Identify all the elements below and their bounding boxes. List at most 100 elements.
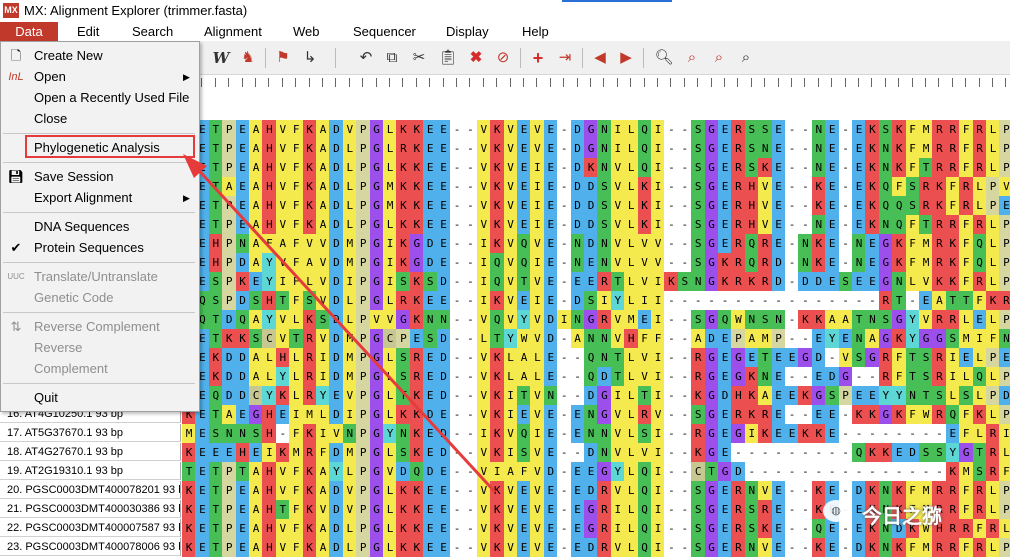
residue-cell[interactable]: K <box>409 139 424 158</box>
residue-cell[interactable]: T <box>610 272 625 291</box>
residue-cell[interactable]: G <box>584 120 598 139</box>
residue-cell[interactable]: G <box>704 348 719 367</box>
residue-cell[interactable]: K <box>811 196 826 215</box>
residue-cell[interactable]: - <box>450 158 464 177</box>
residue-cell[interactable]: K <box>396 120 411 139</box>
residue-cell[interactable]: R <box>758 253 773 272</box>
residue-cell[interactable]: M <box>919 234 933 253</box>
residue-cell[interactable]: R <box>731 139 746 158</box>
residue-cell[interactable]: I <box>316 367 330 386</box>
residue-cell[interactable]: D <box>597 367 612 386</box>
residue-cell[interactable]: G <box>409 253 424 272</box>
menu-web[interactable]: Web <box>293 24 320 39</box>
residue-cell[interactable]: E <box>423 348 438 367</box>
residue-cell[interactable]: A <box>249 253 263 272</box>
residue-cell[interactable]: L <box>624 215 639 234</box>
residue-cell[interactable]: T <box>945 291 960 310</box>
delete-icon[interactable]: ✖ <box>469 49 483 66</box>
residue-cell[interactable]: S <box>691 120 706 139</box>
residue-cell[interactable]: - <box>785 234 799 253</box>
residue-cell[interactable]: F <box>905 215 920 234</box>
residue-cell[interactable]: V <box>503 310 518 329</box>
residue-cell[interactable]: I <box>530 253 545 272</box>
residue-cell[interactable]: V <box>476 177 491 196</box>
residue-cell[interactable]: I <box>557 310 572 329</box>
residue-cell[interactable]: M <box>919 139 933 158</box>
residue-cell[interactable]: D <box>329 215 344 234</box>
residue-cell[interactable]: - <box>664 234 679 253</box>
residue-cell[interactable]: E <box>423 139 438 158</box>
residue-cell[interactable]: K <box>932 272 947 291</box>
residue-cell[interactable]: G <box>878 234 893 253</box>
residue-cell[interactable]: P <box>222 120 237 139</box>
residue-cell[interactable]: M <box>383 196 397 215</box>
residue-cell[interactable]: V <box>503 215 518 234</box>
residue-cell[interactable]: I <box>637 291 652 310</box>
residue-cell[interactable]: A <box>517 367 531 386</box>
residue-cell[interactable]: P <box>999 139 1010 158</box>
residue-cell[interactable]: G <box>704 253 719 272</box>
residue-cell[interactable]: N <box>597 139 612 158</box>
residue-cell[interactable]: N <box>852 234 866 253</box>
residue-cell[interactable]: - <box>557 177 572 196</box>
residue-cell[interactable]: - <box>463 310 478 329</box>
residue-cell[interactable]: V <box>275 215 290 234</box>
residue-cell[interactable]: - <box>785 367 799 386</box>
residue-cell[interactable]: K <box>396 158 411 177</box>
residue-cell[interactable]: S <box>744 120 759 139</box>
residue-cell[interactable]: S <box>396 348 411 367</box>
residue-cell[interactable]: E <box>517 158 531 177</box>
residue-cell[interactable]: A <box>222 177 237 196</box>
residue-cell[interactable]: R <box>919 177 933 196</box>
residue-cell[interactable]: D <box>329 329 344 348</box>
residue-cell[interactable]: V <box>999 177 1010 196</box>
residue-cell[interactable]: D <box>329 120 344 139</box>
residue-cell[interactable]: E <box>436 139 451 158</box>
residue-cell[interactable]: F <box>289 139 304 158</box>
residue-cell[interactable]: S <box>584 291 598 310</box>
residue-cell[interactable]: L <box>986 272 1000 291</box>
residue-cell[interactable]: L <box>986 253 1000 272</box>
residue-cell[interactable]: S <box>208 291 223 310</box>
residue-cell[interactable]: E <box>423 291 438 310</box>
residue-cell[interactable]: A <box>316 139 330 158</box>
residue-cell[interactable]: P <box>396 329 411 348</box>
residue-cell[interactable]: E <box>718 158 732 177</box>
residue-cell[interactable]: P <box>356 367 371 386</box>
residue-cell[interactable]: - <box>785 196 799 215</box>
residue-cell[interactable]: V <box>476 215 491 234</box>
residue-cell[interactable]: E <box>811 329 826 348</box>
residue-cell[interactable]: E <box>543 215 558 234</box>
residue-cell[interactable]: L <box>972 177 987 196</box>
residue-cell[interactable]: V <box>838 348 853 367</box>
residue-cell[interactable]: F <box>892 367 907 386</box>
residue-cell[interactable]: R <box>945 139 960 158</box>
residue-cell[interactable]: Q <box>490 272 505 291</box>
residue-cell[interactable]: E <box>771 196 786 215</box>
residue-cell[interactable]: A <box>249 367 263 386</box>
residue-cell[interactable]: G <box>731 348 746 367</box>
residue-cell[interactable]: N <box>798 253 813 272</box>
residue-cell[interactable]: K <box>302 196 317 215</box>
residue-cell[interactable]: S <box>852 348 866 367</box>
residue-cell[interactable]: E <box>771 120 786 139</box>
residue-cell[interactable]: P <box>356 215 371 234</box>
residue-cell[interactable]: F <box>959 158 974 177</box>
residue-cell[interactable]: N <box>811 139 826 158</box>
residue-cell[interactable]: V <box>919 310 933 329</box>
residue-cell[interactable]: Q <box>892 196 907 215</box>
residue-cell[interactable]: L <box>342 196 357 215</box>
clear-icon[interactable]: ⊘ <box>496 49 510 66</box>
residue-cell[interactable]: Y <box>825 329 840 348</box>
residue-cell[interactable]: E <box>825 215 840 234</box>
residue-cell[interactable]: L <box>476 329 491 348</box>
residue-cell[interactable]: - <box>664 348 679 367</box>
residue-cell[interactable]: Y <box>262 272 277 291</box>
residue-cell[interactable]: K <box>490 348 505 367</box>
residue-cell[interactable]: K <box>865 177 880 196</box>
residue-cell[interactable]: S <box>208 272 223 291</box>
residue-cell[interactable]: K <box>302 177 317 196</box>
residue-cell[interactable]: V <box>610 234 625 253</box>
residue-cell[interactable]: I <box>275 272 290 291</box>
residue-cell[interactable]: R <box>409 367 424 386</box>
